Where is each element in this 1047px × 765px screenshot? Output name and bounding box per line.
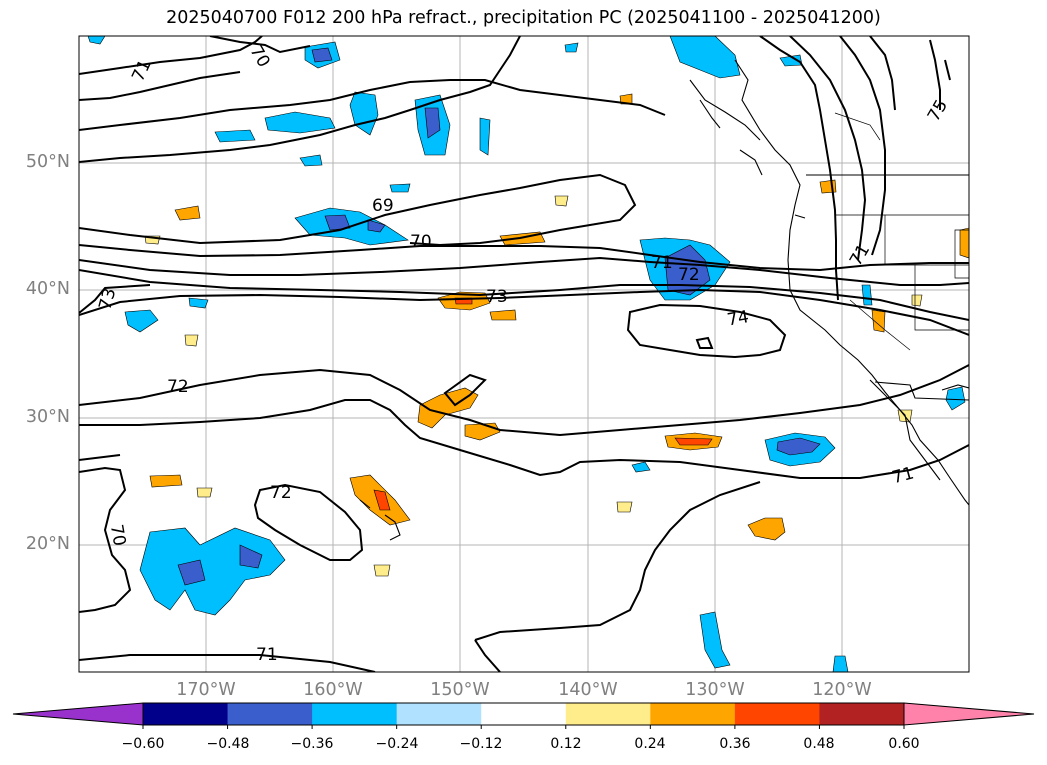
contour-label: 73 [486, 287, 508, 307]
colorbar-tick-label: 0.36 [719, 736, 751, 752]
contour-label: 72 [678, 265, 700, 285]
colorbar-tick-label: −0.60 [121, 736, 165, 752]
colorbar-extend-low [12, 702, 144, 726]
gridlines [79, 36, 969, 672]
lon-label-160w: 160°W [303, 680, 363, 700]
colorbar-segments [143, 703, 905, 725]
colorbar-tick-label: 0.12 [550, 736, 582, 752]
colorbar-tick-label: 0.24 [634, 736, 666, 752]
colorbar-ticks [142, 725, 905, 729]
contour-label: 71 [651, 253, 673, 273]
colorbar-segment [143, 703, 229, 725]
map-panel: 70 71 69 70 73 71 72 74 72 72 71 70 71 7… [79, 36, 969, 672]
colorbar-segment [565, 703, 651, 725]
colorbar-extend-high [903, 702, 1035, 726]
colorbar-segment [650, 703, 736, 725]
colorbar-segment [481, 703, 567, 725]
contour-label: 74 [726, 307, 751, 330]
colorbar-segment [396, 703, 482, 725]
contour-label: 72 [167, 377, 189, 397]
lon-label-130w: 130°W [685, 680, 745, 700]
coastlines-and-borders [359, 59, 969, 541]
colorbar-segment [819, 703, 905, 725]
lon-label-120w: 120°W [812, 680, 872, 700]
contour-lines [79, 36, 969, 672]
colorbar-tick-label: −0.12 [459, 736, 503, 752]
colorbar-segment [734, 703, 820, 725]
colorbar-tick-label: −0.36 [290, 736, 334, 752]
precip-positive-areas [144, 93, 969, 577]
colorbar-frame [142, 702, 905, 726]
map-frame [78, 35, 970, 673]
colorbar [12, 702, 1035, 729]
colorbar-segment [312, 703, 398, 725]
colorbar-tick-label: 0.60 [888, 736, 920, 752]
lat-label-40n: 40°N [25, 279, 70, 299]
lon-label-150w: 150°W [430, 680, 490, 700]
contour-label: 70 [410, 232, 432, 252]
contour-label: 70 [106, 523, 129, 548]
lon-label-140w: 140°W [558, 680, 618, 700]
map-title: 2025040700 F012 200 hPa refract., precip… [166, 8, 881, 28]
contour-label: 69 [372, 196, 394, 216]
colorbar-tick-label: −0.24 [375, 736, 419, 752]
lon-label-170w: 170°W [176, 680, 236, 700]
colorbar-segment [227, 703, 313, 725]
colorbar-tick-label: 0.48 [803, 736, 835, 752]
contour-label: 71 [256, 645, 278, 665]
lat-label-20n: 20°N [25, 534, 70, 554]
colorbar-tick-label: −0.48 [206, 736, 250, 752]
contour-label: 72 [270, 483, 292, 503]
lat-label-50n: 50°N [25, 152, 70, 172]
lat-label-30n: 30°N [25, 407, 70, 427]
